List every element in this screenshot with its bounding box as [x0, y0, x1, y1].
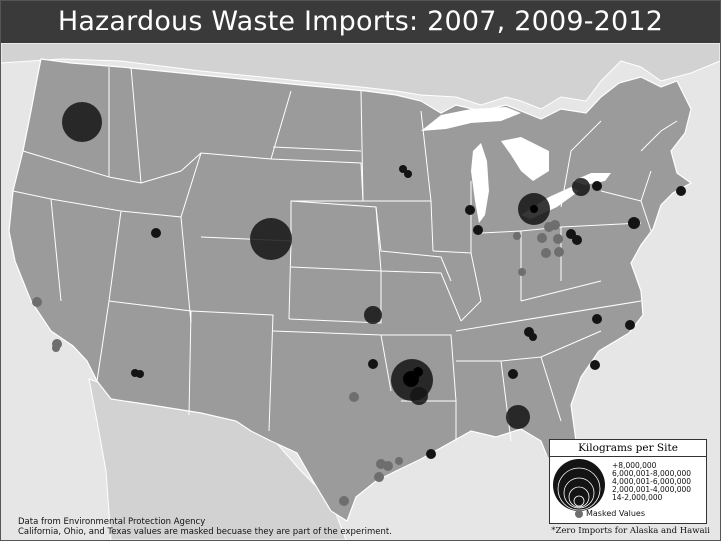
site-mississippi-coast: [426, 449, 436, 459]
site-kansas: [364, 306, 382, 324]
site-arizona-2: [136, 370, 144, 378]
site-oregon: [62, 102, 102, 142]
site-north-carolina: [625, 320, 635, 330]
legend-circle-3: [563, 477, 595, 509]
site-ny-central: [592, 181, 602, 191]
canada-landmass: [1, 43, 720, 110]
legend-box: Kilograms per Site +8,000,000 6,000,001-…: [549, 439, 707, 524]
source-note: Data from Environmental Protection Agenc…: [18, 517, 392, 537]
legend-symbols: [553, 459, 605, 518]
site-south-carolina: [590, 360, 600, 370]
lake-huron: [501, 137, 549, 181]
site-illinois-north: [465, 205, 475, 215]
site-virginia: [592, 314, 602, 324]
masked-symbols: [32, 220, 564, 506]
legend-masked-label: Masked Values: [586, 509, 645, 518]
masked-tx-3: [383, 461, 393, 471]
legend-circle-4: [568, 486, 590, 508]
map-title: Hazardous Waste Imports: 2007, 2009-2012: [1, 1, 720, 43]
legend-class-4: 2,000,001-4,000,000: [612, 485, 692, 494]
masked-tx-5: [374, 472, 384, 482]
site-pa-west-2: [572, 235, 582, 245]
legend-circle-1: [553, 459, 605, 511]
masked-oh-2: [550, 220, 560, 230]
site-minnesota-1: [399, 165, 407, 173]
us-map: [1, 43, 720, 540]
masked-oh-3: [553, 234, 563, 244]
site-minnesota-2: [404, 170, 412, 178]
site-chicago: [473, 225, 483, 235]
site-utah: [151, 228, 161, 238]
masked-oh-7: [554, 247, 564, 257]
site-ny-west: [572, 178, 590, 196]
site-massachusetts: [676, 186, 686, 196]
source-line-2: California, Ohio, and Texas values are m…: [18, 527, 392, 537]
legend-class-3: 4,000,001-6,000,000: [612, 477, 692, 486]
site-arkansas-inner-2: [413, 367, 423, 377]
masked-tx-6: [339, 496, 349, 506]
legend-class-2: 6,000,001-8,000,000: [612, 469, 692, 478]
legend-masked-dot: [575, 510, 583, 518]
masked-tx-1: [349, 392, 359, 402]
site-new-jersey: [628, 217, 640, 229]
site-oklahoma: [368, 359, 378, 369]
site-arkansas-south: [410, 387, 428, 405]
lake-michigan: [471, 143, 489, 223]
site-alabama-south: [506, 405, 530, 429]
legend-class-5: 14-2,000,000: [612, 493, 663, 502]
site-nebraska-wyoming: [250, 218, 292, 260]
masked-ca-3: [52, 344, 60, 352]
lake-superior: [421, 107, 521, 131]
masked-oh-6: [541, 248, 551, 258]
masked-oh-5: [513, 232, 521, 240]
source-line-1: Data from Environmental Protection Agenc…: [18, 517, 206, 527]
masked-oh-8: [518, 268, 526, 276]
masked-oh-4: [537, 233, 547, 243]
site-symbols: [62, 102, 686, 459]
legend-title: Kilograms per Site: [550, 440, 706, 457]
masked-ca-1: [32, 297, 42, 307]
masked-tx-4: [395, 457, 403, 465]
legend-class-1: +8,000,000: [612, 461, 657, 470]
legend-circle-5: [573, 495, 585, 507]
site-michigan-ohio-inner: [530, 205, 538, 213]
site-tennessee-2: [529, 333, 537, 341]
zero-imports-note: *Zero Imports for Alaska and Hawaii: [551, 526, 710, 536]
site-alabama: [508, 369, 518, 379]
